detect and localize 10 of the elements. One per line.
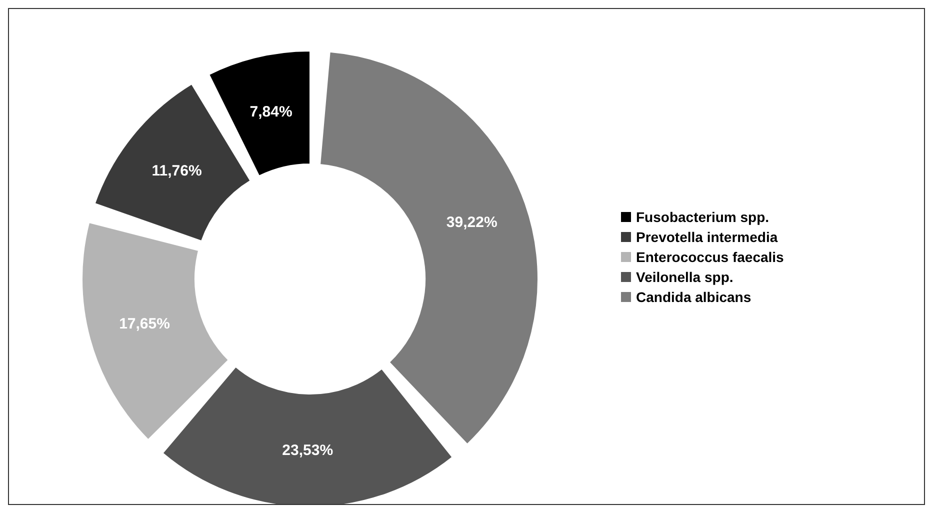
- data-label: 7,84%: [250, 103, 292, 120]
- data-label: 39,22%: [446, 214, 498, 231]
- legend-label: Enterococcus faecalis: [636, 249, 784, 265]
- legend-label: Fusobacterium spp.: [636, 209, 770, 225]
- data-label: 23,53%: [282, 442, 334, 459]
- data-label: 17,65%: [119, 316, 170, 333]
- data-label: 11,76%: [152, 162, 202, 180]
- legend-label: Candida albicans: [636, 289, 752, 305]
- legend-label: Veilonella spp.: [636, 269, 734, 285]
- legend-label: Prevotella intermedia: [636, 229, 778, 245]
